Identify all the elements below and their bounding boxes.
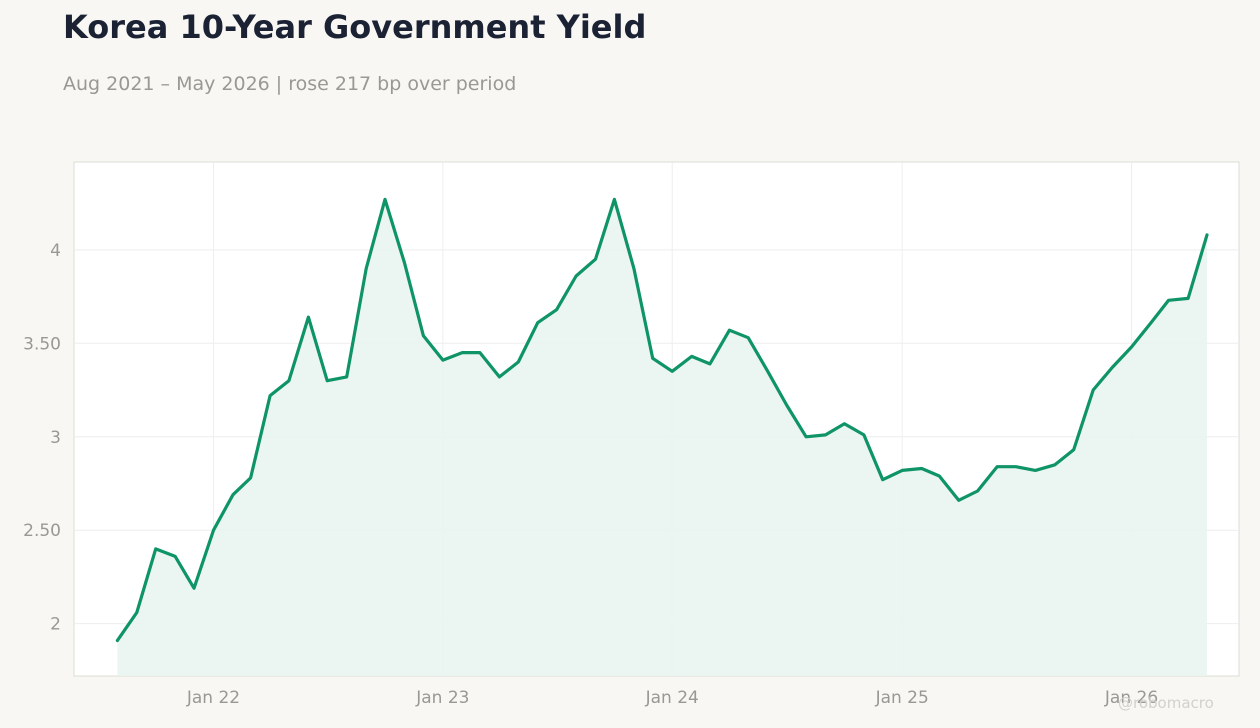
data-point — [422, 334, 425, 337]
data-point — [365, 267, 368, 270]
data-point — [1072, 448, 1075, 451]
data-point — [1014, 465, 1017, 468]
data-point — [881, 478, 884, 481]
data-point — [536, 321, 539, 324]
data-point — [345, 375, 348, 378]
data-point — [555, 308, 558, 311]
x-tick-label: Jan 24 — [645, 688, 699, 708]
data-point — [594, 258, 597, 261]
data-point — [632, 267, 635, 270]
data-point — [403, 261, 406, 264]
series-line — [115, 197, 1209, 643]
data-point — [766, 370, 769, 373]
y-tick-label: 2 — [50, 615, 61, 635]
series-area — [117, 199, 1207, 676]
x-tick-label: Jan 26 — [1104, 688, 1158, 708]
data-point — [938, 475, 941, 478]
data-point — [920, 467, 923, 470]
data-point — [326, 379, 329, 382]
y-tick-label: 2.50 — [23, 521, 61, 541]
x-axis-ticks: Jan 22 Jan 23 Jan 24 Jan 25 Jan 26 — [186, 688, 1158, 708]
data-point — [1111, 366, 1114, 369]
data-point — [478, 351, 481, 354]
data-point — [116, 639, 119, 642]
data-point — [957, 499, 960, 502]
data-point — [1034, 469, 1037, 472]
data-point — [901, 469, 904, 472]
data-point — [671, 370, 674, 373]
data-point — [976, 490, 979, 493]
data-point — [287, 379, 290, 382]
chart-title: Korea 10-Year Government Yield — [63, 8, 647, 46]
data-point — [154, 547, 157, 550]
data-point — [747, 336, 750, 339]
y-axis-ticks: 2 2.50 3 3.50 4 — [23, 241, 61, 635]
data-point — [212, 529, 215, 532]
x-tick-label: Jan 22 — [186, 688, 240, 708]
data-point — [824, 433, 827, 436]
data-point — [249, 476, 252, 479]
data-point — [269, 394, 272, 397]
data-point — [996, 465, 999, 468]
data-point — [498, 375, 501, 378]
data-point — [1092, 389, 1095, 392]
data-point — [805, 435, 808, 438]
data-point — [441, 359, 444, 362]
data-point — [193, 587, 196, 590]
data-point — [517, 361, 520, 364]
x-tick-label: Jan 25 — [875, 688, 929, 708]
data-point — [1167, 299, 1170, 302]
data-point — [174, 555, 177, 558]
area-fill-layer — [117, 199, 1207, 676]
data-point — [461, 351, 464, 354]
y-tick-label: 4 — [50, 241, 61, 261]
data-point — [384, 198, 387, 201]
y-tick-label: 3.50 — [23, 334, 61, 354]
data-point — [843, 422, 846, 425]
data-point — [307, 316, 310, 319]
y-tick-label: 3 — [50, 428, 61, 448]
watermark: @robomacro — [1118, 694, 1214, 712]
data-point — [1130, 346, 1133, 349]
data-point — [1150, 321, 1153, 324]
data-point — [862, 433, 865, 436]
data-point — [1187, 297, 1190, 300]
data-point — [135, 611, 138, 614]
chart-subtitle: Aug 2021 – May 2026 | rose 217 bp over p… — [63, 73, 517, 95]
data-point — [232, 493, 235, 496]
data-point — [613, 198, 616, 201]
data-point — [1053, 463, 1056, 466]
data-point — [690, 355, 693, 358]
data-point — [575, 275, 578, 278]
data-point — [728, 329, 731, 332]
series-line-layer — [115, 197, 1209, 643]
data-point — [651, 357, 654, 360]
data-point — [708, 362, 711, 365]
x-tick-label: Jan 23 — [415, 688, 469, 708]
data-point — [1206, 233, 1209, 236]
data-point — [785, 404, 788, 407]
